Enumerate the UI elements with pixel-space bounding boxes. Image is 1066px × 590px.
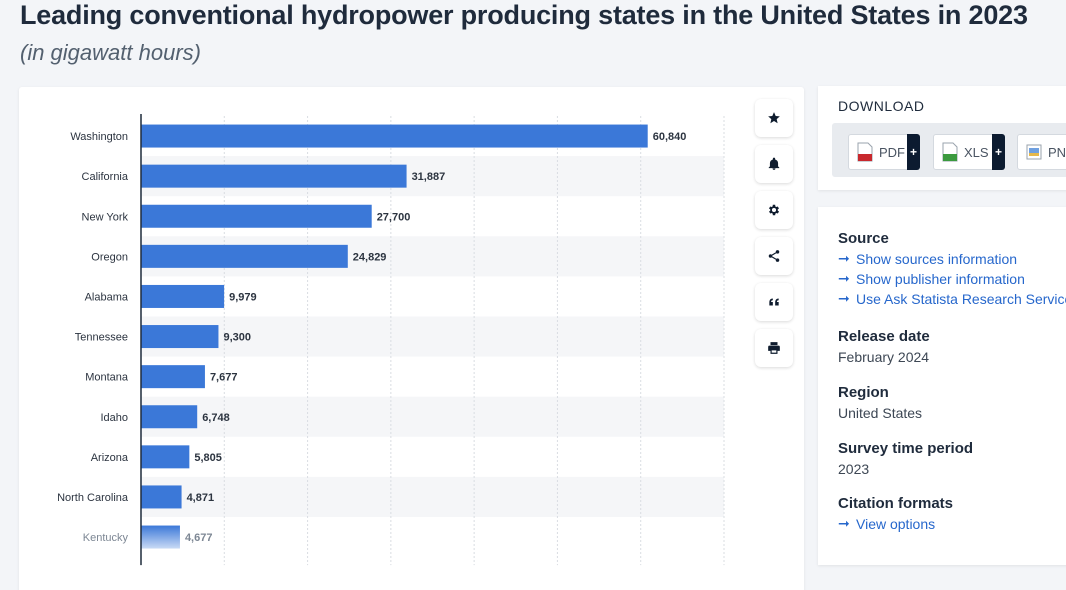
release-value: February 2024 xyxy=(838,349,930,365)
info-panel: Source ➞ Show sources information ➞ Show… xyxy=(818,207,1066,565)
value-label: 27,700 xyxy=(377,211,411,223)
show-publisher-link[interactable]: ➞ Show publisher information xyxy=(838,270,1066,287)
bar-chart: Washington 60,840 California 31,887 New York… xyxy=(57,114,725,566)
pdf-file-icon xyxy=(857,142,873,162)
share-button[interactable] xyxy=(755,237,793,275)
download-panel: DOWNLOAD PDF + XLS + PNG xyxy=(818,86,1066,190)
value-label: 4,677 xyxy=(185,532,213,544)
survey-value: 2023 xyxy=(838,461,870,477)
bell-icon xyxy=(768,157,780,170)
chart-card: Washington 60,840 California 31,887 New York… xyxy=(19,87,804,590)
bar xyxy=(141,284,225,308)
arrow-right-icon: ➞ xyxy=(838,270,850,286)
download-pdf-label: PDF xyxy=(879,144,905,160)
view-options-link[interactable]: ➞ View options xyxy=(838,515,953,532)
region-value: United States xyxy=(838,405,923,421)
download-pdf-button[interactable]: PDF + xyxy=(848,134,920,170)
bar xyxy=(141,445,190,469)
arrow-right-icon: ➞ xyxy=(838,250,850,266)
category-label: Kentucky xyxy=(83,532,129,544)
bar xyxy=(141,405,198,429)
bar xyxy=(141,124,648,148)
category-label: Montana xyxy=(85,372,129,384)
bar xyxy=(141,365,205,389)
download-png-button[interactable]: PNG xyxy=(1017,134,1066,170)
download-buttons: PDF + XLS + PNG xyxy=(832,123,1066,177)
settings-button[interactable] xyxy=(755,191,793,229)
chart-toolbar xyxy=(755,99,793,375)
value-label: 9,979 xyxy=(229,291,257,303)
download-png-label: PNG xyxy=(1048,144,1066,160)
page-title: Leading conventional hydropower producin… xyxy=(20,0,1028,30)
value-label: 7,677 xyxy=(210,372,238,384)
bar xyxy=(141,525,180,549)
survey-heading: Survey time period xyxy=(838,440,974,457)
download-xls-label: XLS xyxy=(964,144,989,160)
research-service-label: Use Ask Statista Research Service xyxy=(856,290,1066,307)
research-service-link[interactable]: ➞ Use Ask Statista Research Service xyxy=(838,290,1066,307)
category-label: North Carolina xyxy=(57,492,129,504)
bar xyxy=(141,325,219,349)
citation-heading: Citation formats xyxy=(838,495,954,512)
bar xyxy=(141,204,372,228)
arrow-right-icon: ➞ xyxy=(838,515,850,531)
print-button[interactable] xyxy=(755,329,793,367)
category-label: Idaho xyxy=(100,412,128,424)
category-label: Oregon xyxy=(91,251,128,263)
bar xyxy=(141,164,407,188)
row-band xyxy=(141,396,724,437)
arrow-right-icon: ➞ xyxy=(838,290,850,306)
value-label: 5,805 xyxy=(194,452,222,464)
print-icon xyxy=(768,342,780,354)
page-subtitle: (in gigawatt hours) xyxy=(20,40,201,65)
value-label: 6,748 xyxy=(202,412,230,424)
region-heading: Region xyxy=(838,384,889,401)
show-sources-link[interactable]: ➞ Show sources information xyxy=(838,250,1066,267)
download-xls-button[interactable]: XLS + xyxy=(933,134,1005,170)
star-icon xyxy=(768,112,780,124)
category-label: Alabama xyxy=(85,291,129,303)
value-label: 60,840 xyxy=(653,131,687,143)
plus-icon: + xyxy=(907,134,920,170)
show-sources-label: Show sources information xyxy=(856,250,1018,267)
notification-button[interactable] xyxy=(755,145,793,183)
source-section: Source ➞ Show sources information ➞ Show… xyxy=(838,230,1066,307)
value-label: 31,887 xyxy=(412,171,446,183)
row-band xyxy=(141,476,724,517)
value-label: 4,871 xyxy=(187,492,215,504)
citation-section: Citation formats ➞ View options xyxy=(838,495,953,532)
category-label: California xyxy=(82,171,129,183)
bar xyxy=(141,244,348,268)
bar xyxy=(141,485,182,509)
category-label: Tennessee xyxy=(75,332,128,344)
source-heading: Source xyxy=(838,230,889,247)
value-label: 9,300 xyxy=(223,332,251,344)
show-publisher-label: Show publisher information xyxy=(856,270,1025,287)
value-label: 24,829 xyxy=(353,251,387,263)
png-file-icon xyxy=(1026,144,1042,160)
row-band xyxy=(141,316,724,357)
release-heading: Release date xyxy=(838,328,930,345)
release-section: Release date February 2024 xyxy=(838,328,930,365)
xls-file-icon xyxy=(942,142,958,162)
category-label: Washington xyxy=(70,131,128,143)
gear-icon xyxy=(768,204,780,216)
share-icon xyxy=(768,250,780,262)
download-title: DOWNLOAD xyxy=(838,98,925,114)
survey-section: Survey time period 2023 xyxy=(838,440,973,477)
category-label: Arizona xyxy=(91,452,129,464)
quote-icon xyxy=(769,298,779,306)
region-section: Region United States xyxy=(838,384,922,421)
cite-button[interactable] xyxy=(755,283,793,321)
favorite-button[interactable] xyxy=(755,99,793,137)
plus-icon: + xyxy=(992,134,1005,170)
category-label: New York xyxy=(82,211,129,223)
view-options-label: View options xyxy=(856,515,936,532)
